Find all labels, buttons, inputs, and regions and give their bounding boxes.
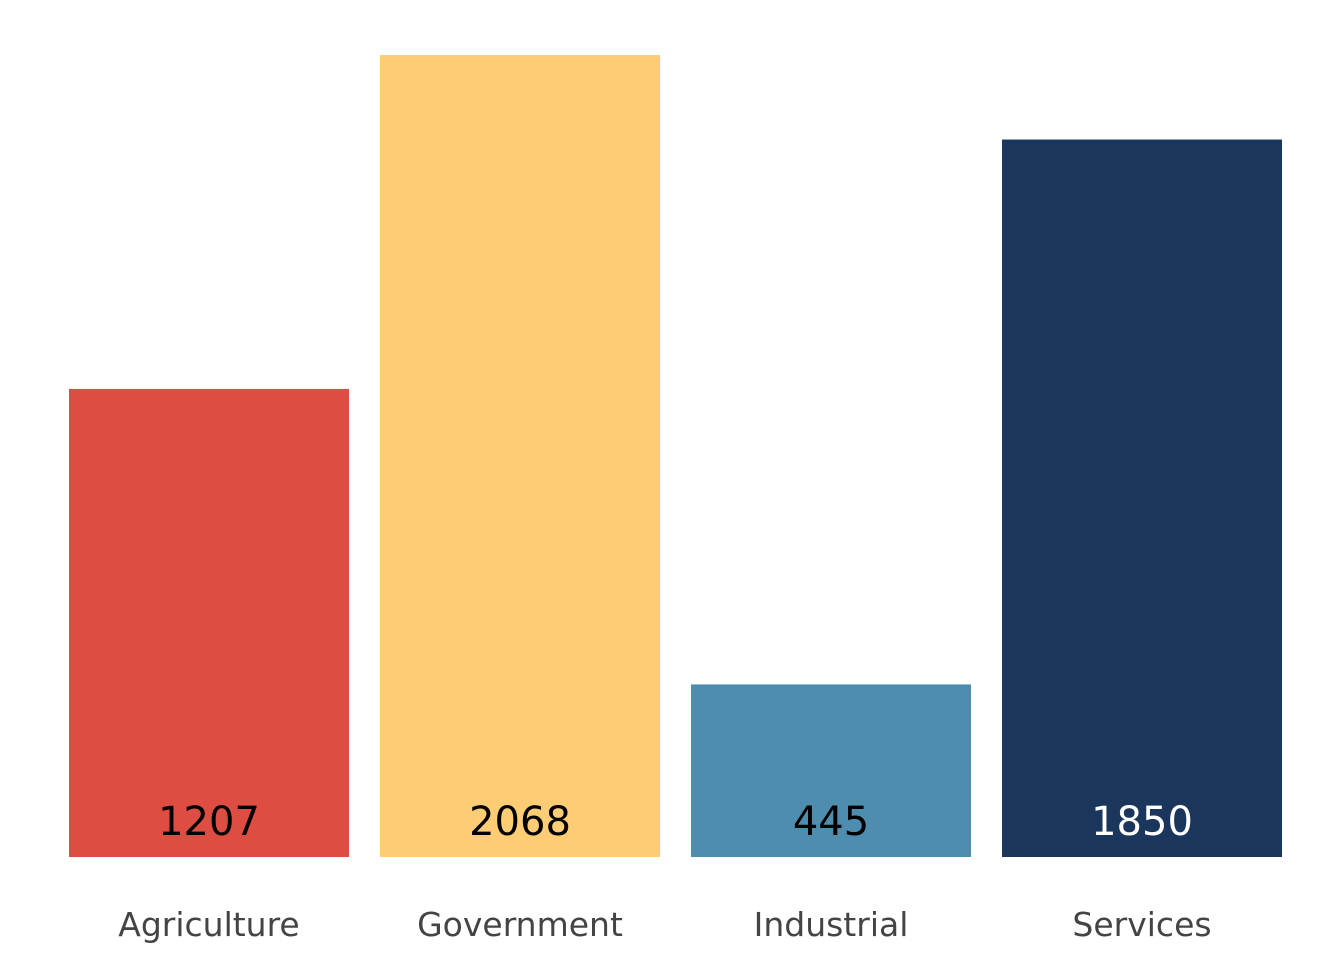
category-label-agriculture: Agriculture — [118, 905, 299, 944]
category-label-services: Services — [1072, 905, 1211, 944]
bar-agriculture — [69, 388, 349, 857]
value-label-services: 1850 — [1091, 799, 1193, 845]
value-labels-group: 1207 2068 445 1850 — [158, 799, 1193, 845]
value-label-government: 2068 — [469, 799, 571, 845]
bar-services — [1002, 139, 1282, 857]
category-labels-group: Agriculture Government Industrial Services — [118, 905, 1211, 944]
bar-government — [380, 55, 660, 857]
bars-group — [69, 55, 1282, 857]
category-label-government: Government — [417, 905, 623, 944]
value-label-industrial: 445 — [793, 799, 869, 845]
category-label-industrial: Industrial — [754, 905, 909, 944]
value-label-agriculture: 1207 — [158, 799, 260, 845]
bar-industrial — [691, 684, 971, 857]
